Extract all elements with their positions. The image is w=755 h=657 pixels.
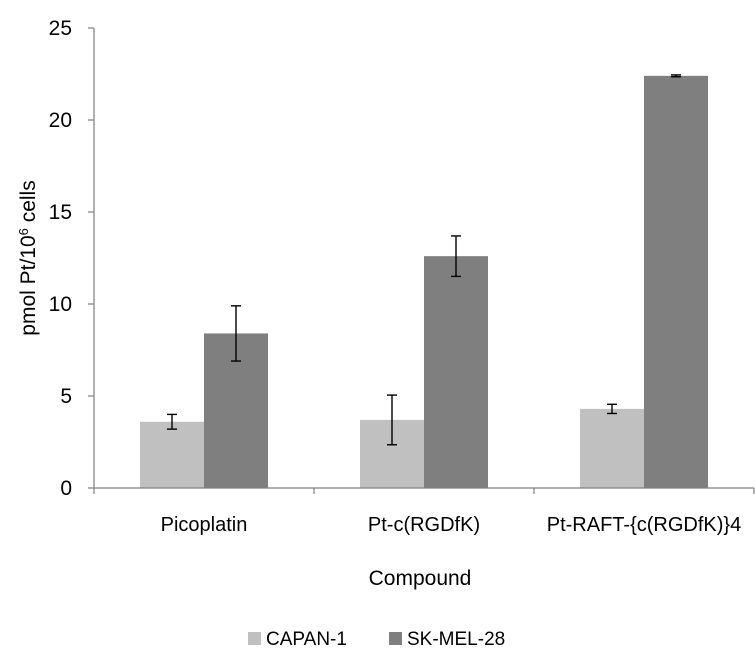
y-tick-label: 25 bbox=[49, 17, 72, 40]
x-category-label: Picoplatin bbox=[161, 514, 248, 536]
axes-layer bbox=[93, 28, 754, 489]
bar-capan-1 bbox=[140, 421, 204, 488]
y-tick-label: 20 bbox=[49, 109, 72, 132]
error-bar bbox=[671, 74, 681, 78]
error-bar bbox=[167, 413, 177, 430]
y-tick-label: 5 bbox=[60, 385, 72, 408]
x-axis-title: Compound bbox=[369, 567, 472, 590]
y-tick-label: 15 bbox=[49, 201, 72, 224]
error-bar bbox=[451, 235, 461, 278]
x-ticks-layer: Picoplatin Pt-c(RGDfK) Pt-RAFT-{c(RGDfK)}4 bbox=[93, 488, 755, 536]
legend-swatch-capan-1 bbox=[248, 632, 261, 645]
y-tick-label: 10 bbox=[49, 293, 72, 316]
y-axis-title-main: pmol Pt/10 bbox=[17, 235, 40, 335]
x-category-label: Pt-RAFT-{c(RGDfK)}4 bbox=[547, 514, 741, 536]
y-axis-title: pmol Pt/106 cells bbox=[16, 180, 41, 335]
error-bar bbox=[387, 394, 397, 446]
bars-layer bbox=[140, 75, 708, 488]
bar-sk-mel-28 bbox=[424, 256, 488, 488]
legend-label-capan-1: CAPAN-1 bbox=[266, 629, 347, 650]
x-category-label: Pt-c(RGDfK) bbox=[368, 514, 480, 536]
y-tick-label: 0 bbox=[60, 477, 72, 500]
error-bars-layer bbox=[167, 74, 681, 446]
bar-sk-mel-28 bbox=[644, 75, 708, 488]
y-axis-title-suffix: cells bbox=[17, 180, 40, 228]
bar-capan-1 bbox=[580, 408, 644, 488]
legend-swatch-sk-mel-28 bbox=[389, 632, 402, 645]
legend: CAPAN-1 SK-MEL-28 bbox=[248, 629, 505, 650]
error-bar bbox=[231, 305, 241, 362]
y-axis-title-superscript: 6 bbox=[16, 228, 31, 235]
error-bar bbox=[607, 403, 617, 415]
legend-label-sk-mel-28: SK-MEL-28 bbox=[407, 629, 505, 650]
y-ticks-layer: 0 5 10 15 20 25 bbox=[49, 17, 94, 500]
